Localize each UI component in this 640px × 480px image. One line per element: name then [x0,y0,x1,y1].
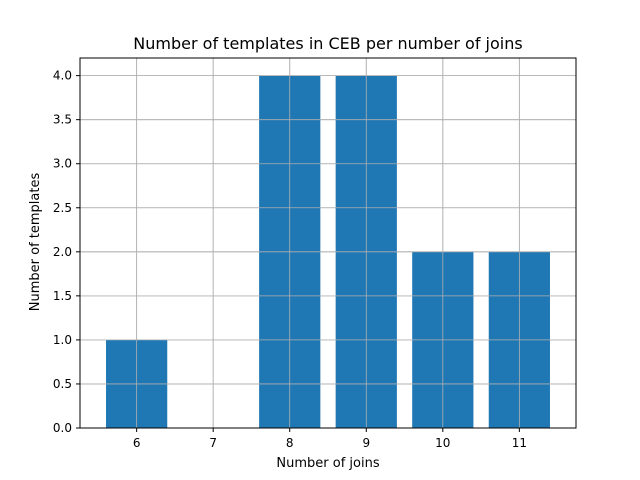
bars [80,58,576,429]
x-axis-label: Number of joins [276,456,379,471]
y-axis-label: Number of templates [28,173,43,312]
y-tick-label: 3.0 [53,157,72,171]
plot-frame [79,57,577,429]
x-tick-label: 7 [209,436,217,450]
y-tick-label: 4.0 [53,69,72,83]
y-tick-label: 2.5 [53,201,72,215]
x-tick-label: 11 [512,436,527,450]
x-tick-label: 8 [286,436,294,450]
x-axis-ticks: 6 7 8 9 10 11 [133,428,527,450]
y-tick-label: 1.5 [53,289,72,303]
y-tick-label: 3.5 [53,113,72,127]
chart-title: Number of templates in CEB per number of… [133,34,522,53]
x-tick-label: 10 [435,436,450,450]
y-tick-label: 2.0 [53,245,72,259]
y-tick-label: 0.5 [53,377,72,391]
x-tick-label: 9 [362,436,370,450]
y-tick-label: 0.0 [53,421,72,435]
x-tick-label: 6 [133,436,141,450]
y-tick-label: 1.0 [53,333,72,347]
y-axis-ticks: 0.0 0.5 1.0 1.5 2.0 2.5 3.0 3.5 4.0 [53,69,80,435]
